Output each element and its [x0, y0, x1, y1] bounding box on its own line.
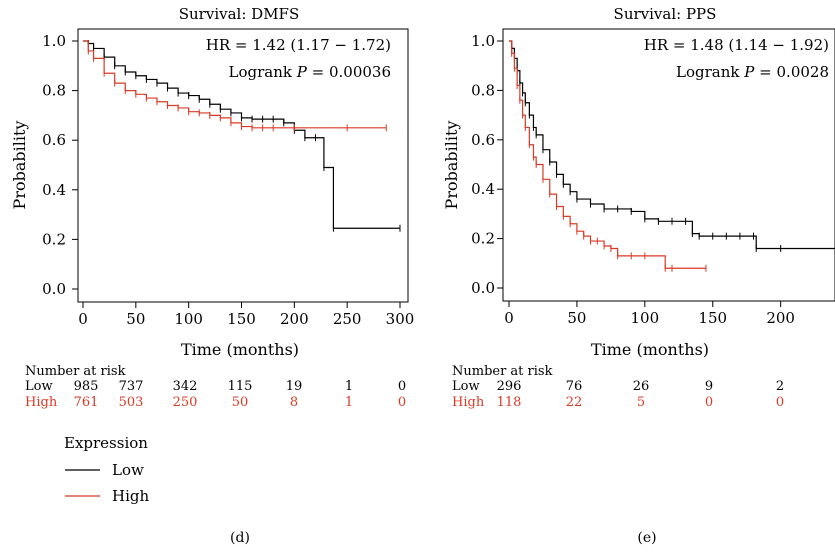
risk-cell: 5	[637, 395, 645, 410]
y-tick-label: 1.0	[471, 32, 495, 50]
risk-table-heading-d: Number at risk	[25, 364, 126, 379]
x-tick-label: 50	[567, 309, 586, 327]
survival-curve-low	[509, 40, 835, 250]
risk-cell: 22	[566, 395, 583, 410]
risk-cell: 76	[566, 379, 583, 394]
logrank-annotation-e: Logrank P = 0.0028	[676, 63, 829, 81]
risk-cell: 50	[232, 395, 249, 410]
panel-d: Survival: DMFS 0.00.20.40.60.81.0 0 50 100…	[10, 5, 414, 410]
x-tick-label: 300	[386, 310, 415, 328]
panel-label-d: (d)	[230, 530, 250, 546]
y-axis-e: 0.0 0.2 0.4 0.6 0.8 1.0	[471, 32, 503, 297]
risk-cell: 0	[398, 395, 406, 410]
legend: Expression Low High	[64, 434, 149, 505]
risk-cell: 118	[497, 395, 522, 410]
risk-row-label: Low	[452, 379, 480, 394]
y-tick-label: 0.8	[42, 82, 66, 100]
x-tick-label: 100	[174, 310, 203, 328]
x-tick-label: 150	[698, 309, 727, 327]
risk-row-label: High	[452, 395, 485, 410]
plot-frame-e	[502, 28, 835, 302]
x-tick-label: 50	[126, 310, 145, 328]
risk-cell: 19	[286, 379, 303, 394]
y-tick-label: 0.2	[42, 230, 66, 248]
logrank-p-e: P	[743, 63, 755, 81]
risk-cell: 8	[290, 395, 298, 410]
logrank-p-d: P	[296, 63, 308, 81]
x-tick-label: 150	[227, 310, 256, 328]
survival-curves-e	[509, 40, 835, 272]
chart-title-e: Survival: PPS	[614, 5, 717, 23]
panel-label-e: (e)	[637, 530, 656, 546]
x-tick-label: 200	[766, 309, 795, 327]
logrank-label-e: Logrank	[676, 63, 740, 81]
x-tick-label: 100	[631, 309, 660, 327]
risk-cell: 250	[173, 395, 198, 410]
risk-cell: 0	[705, 395, 713, 410]
y-tick-label: 0.8	[471, 81, 495, 99]
risk-cell: 2	[776, 379, 784, 394]
chart-title-d: Survival: DMFS	[179, 5, 299, 23]
y-tick-label: 0.4	[471, 180, 495, 198]
x-tick-label: 250	[333, 310, 362, 328]
risk-table-d: Low 985 737 342 115 19 1 0 High 761 503 250 50 8 1 0	[25, 379, 406, 410]
x-axis-d: 0 50 100 150 200 250 300	[78, 302, 414, 328]
survival-curve-high	[83, 40, 387, 129]
risk-table-e: Low 296 76 26 9 2 High 118 22 5 0 0	[452, 379, 784, 410]
risk-row-label: High	[25, 395, 58, 410]
risk-cell: 0	[398, 379, 406, 394]
y-tick-label: 0.0	[471, 279, 495, 297]
risk-table-heading-e: Number at risk	[452, 364, 553, 379]
logrank-value-d: = 0.00036	[312, 63, 391, 81]
y-axis-label-e: Probability	[442, 121, 461, 210]
y-axis-d: 0.0 0.2 0.4 0.6 0.8 1.0	[42, 32, 78, 298]
y-tick-label: 0.0	[42, 280, 66, 298]
risk-cell: 115	[228, 379, 253, 394]
legend-label-low: Low	[112, 461, 144, 479]
logrank-label-d: Logrank	[229, 63, 293, 81]
x-tick-label: 0	[504, 309, 514, 327]
logrank-annotation-d: Logrank P = 0.00036	[229, 63, 392, 81]
logrank-value-e: = 0.0028	[759, 63, 829, 81]
y-tick-label: 0.4	[42, 181, 66, 199]
risk-cell: 737	[119, 379, 144, 394]
y-tick-label: 0.6	[42, 131, 66, 149]
x-axis-e: 0 50 100 150 200	[504, 301, 795, 327]
plot-frame-d	[77, 28, 409, 303]
risk-cell: 1	[345, 395, 353, 410]
legend-label-high: High	[112, 487, 149, 505]
risk-row-label: Low	[25, 379, 53, 394]
risk-cell: 1	[345, 379, 353, 394]
risk-cell: 342	[173, 379, 198, 394]
risk-cell: 761	[74, 395, 99, 410]
panel-e: Survival: PPS 0.00.20.40.60.81.0 0 50 100 1…	[442, 5, 835, 410]
y-axis-label-d: Probability	[10, 121, 29, 210]
hr-annotation-e: HR = 1.48 (1.14 − 1.92)	[644, 36, 829, 54]
risk-cell: 985	[74, 379, 99, 394]
x-tick-label: 0	[78, 310, 88, 328]
risk-cell: 503	[119, 395, 144, 410]
legend-title: Expression	[64, 434, 148, 452]
risk-cell: 26	[633, 379, 650, 394]
y-tick-label: 0.6	[471, 131, 495, 149]
risk-cell: 296	[497, 379, 522, 394]
x-axis-label-e: Time (months)	[591, 340, 709, 359]
y-tick-label: 0.2	[471, 230, 495, 248]
y-tick-label: 1.0	[42, 32, 66, 50]
risk-cell: 0	[776, 395, 784, 410]
risk-cell: 9	[705, 379, 713, 394]
x-axis-label-d: Time (months)	[181, 340, 299, 359]
x-tick-label: 200	[280, 310, 309, 328]
hr-annotation-d: HR = 1.42 (1.17 − 1.72)	[206, 36, 391, 54]
survival-curves-d	[83, 39, 401, 232]
